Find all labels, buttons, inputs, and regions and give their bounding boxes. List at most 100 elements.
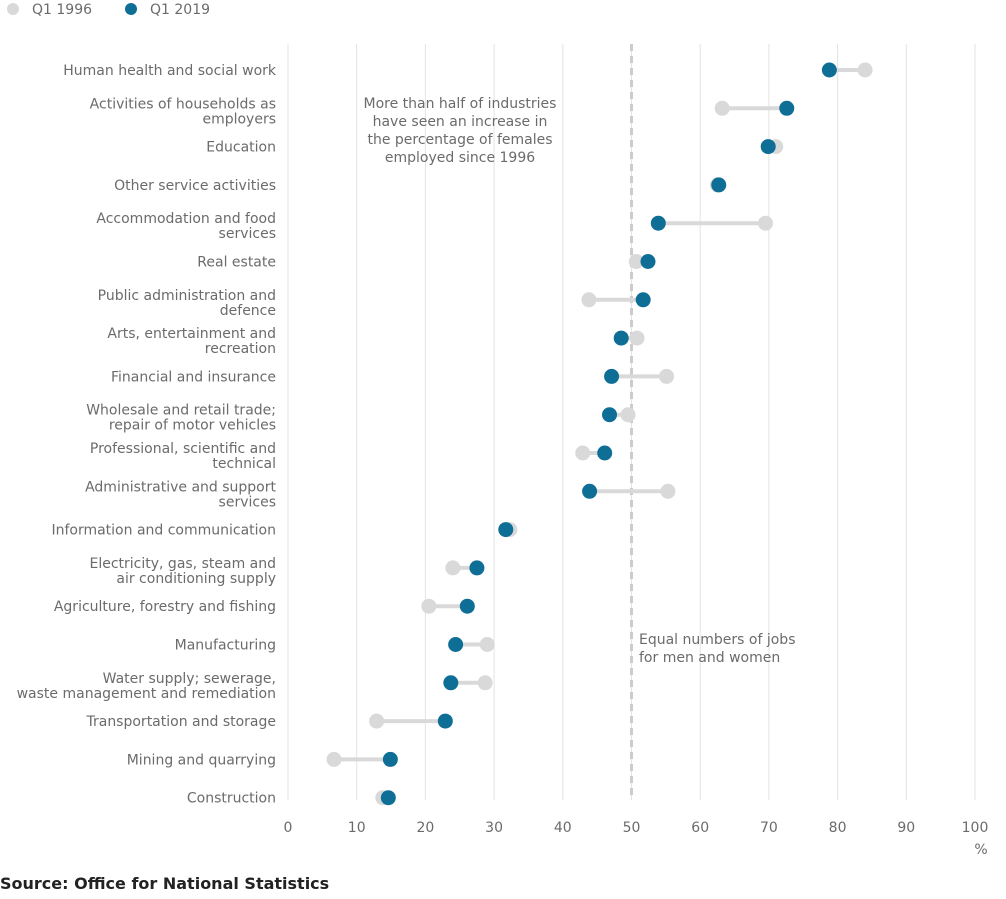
legend: Q1 1996 Q1 2019	[7, 2, 210, 18]
annotation-line: employed since 1996	[385, 150, 535, 166]
point-2019-18	[382, 751, 398, 767]
category-label-line: Water supply; sewerage,	[103, 671, 276, 687]
point-2019-8	[604, 368, 620, 384]
category-label-line: services	[219, 226, 276, 242]
point-2019-1	[779, 100, 795, 116]
x-tick-100: 100	[962, 820, 989, 836]
category-label-line: repair of motor vehicles	[109, 418, 276, 434]
x-tick-30: 30	[485, 820, 503, 836]
point-2019-6	[635, 292, 651, 308]
category-label-line: Activities of households as	[90, 96, 276, 112]
point-2019-2	[760, 139, 776, 155]
annotation-line: Equal numbers of jobs	[639, 632, 796, 648]
point-1996-9	[620, 407, 636, 423]
point-1996-17	[369, 713, 385, 729]
category-label-line: defence	[220, 303, 276, 319]
point-2019-3	[711, 177, 727, 193]
category-label-line: Electricity, gas, steam and	[89, 556, 276, 572]
category-label-11: Administrative and support services	[85, 479, 276, 510]
category-label-16: Water supply; sewerage, waste management …	[17, 671, 276, 702]
point-1996-14	[421, 598, 437, 614]
category-label-line: recreation	[205, 341, 276, 357]
point-2019-4	[650, 215, 666, 231]
legend-marker-2	[125, 3, 137, 15]
point-1996-15	[479, 637, 495, 652]
category-label-15: Manufacturing	[175, 638, 276, 654]
category-label-17: Transportation and storage	[85, 714, 276, 730]
category-label-2: Education	[206, 140, 276, 156]
category-label-7: Arts, entertainment and recreation	[107, 326, 276, 357]
category-label-6: Public administration and defence	[98, 288, 276, 319]
dumbbell-chart: Q1 1996 Q1 2019 Human health and social w…	[7, 2, 989, 858]
annotation-equal-jobs: Equal numbers of jobs for men and women	[639, 632, 796, 666]
point-1996-13	[445, 560, 461, 576]
x-tick-0: 0	[284, 820, 293, 836]
point-1996-10	[575, 445, 591, 461]
legend-label-1: Q1 1996	[32, 2, 92, 18]
point-2019-9	[602, 407, 618, 423]
category-label-14: Agriculture, forestry and fishing	[54, 599, 276, 615]
point-1996-0	[857, 62, 873, 78]
category-label-0: Human health and social work	[63, 63, 277, 79]
category-label-line: Arts, entertainment and	[107, 326, 276, 342]
data-points	[326, 62, 873, 806]
x-tick-50: 50	[623, 820, 641, 836]
category-label-8: Financial and insurance	[111, 369, 276, 385]
x-tick-60: 60	[691, 820, 709, 836]
category-label-line: air conditioning supply	[116, 571, 276, 587]
point-2019-10	[597, 445, 613, 461]
category-label-19: Construction	[187, 791, 276, 807]
point-2019-13	[469, 560, 485, 576]
category-label-line: employers	[202, 111, 276, 127]
source-note: Source: Office for National Statistics	[0, 874, 330, 893]
category-label-12: Information and communication	[51, 523, 276, 539]
point-1996-8	[659, 368, 675, 384]
point-1996-1	[714, 100, 730, 116]
x-axis-unit: %	[974, 842, 987, 858]
annotation-line: More than half of industries	[364, 96, 557, 112]
category-label-1: Activities of households as employers	[90, 96, 276, 127]
legend-marker-1	[7, 3, 19, 15]
point-2019-7	[613, 330, 629, 346]
category-label-line: Administrative and support	[85, 479, 276, 495]
point-2019-17	[437, 713, 453, 729]
annotations: More than half of industries have seen an…	[364, 96, 796, 666]
x-tick-80: 80	[829, 820, 847, 836]
point-1996-6	[581, 292, 597, 308]
point-1996-16	[477, 675, 493, 691]
x-tick-20: 20	[416, 820, 434, 836]
point-1996-7	[629, 330, 645, 346]
category-label-line: Wholesale and retail trade;	[86, 403, 276, 419]
point-2019-15	[448, 637, 464, 652]
x-tick-10: 10	[348, 820, 366, 836]
point-2019-5	[640, 254, 656, 269]
point-2019-11	[582, 483, 598, 499]
annotation-increase: More than half of industries have seen an…	[364, 96, 557, 166]
legend-label-2: Q1 2019	[150, 2, 210, 18]
x-tick-40: 40	[554, 820, 572, 836]
x-axis-ticks: 0 10 20 30 40 50 60 70 80 90 100%	[284, 820, 989, 858]
category-label-line: Accommodation and food	[96, 211, 276, 227]
annotation-line: the percentage of females	[367, 132, 552, 148]
connectors	[334, 68, 866, 800]
point-2019-16	[443, 675, 459, 691]
x-tick-70: 70	[760, 820, 778, 836]
annotation-line: for men and women	[639, 650, 780, 666]
category-label-5: Real estate	[197, 255, 276, 271]
point-2019-19	[380, 790, 396, 806]
category-label-line: Public administration and	[98, 288, 276, 304]
category-label-line: Professional, scientific and	[90, 441, 276, 457]
point-1996-4	[757, 215, 773, 231]
point-1996-5	[628, 254, 644, 269]
category-label-10: Professional, scientific and technical	[90, 441, 276, 472]
category-label-4: Accommodation and food services	[96, 211, 276, 242]
point-1996-11	[660, 483, 676, 499]
category-label-3: Other service activities	[114, 178, 276, 194]
category-label-line: technical	[212, 456, 276, 472]
category-label-9: Wholesale and retail trade; repair of mot…	[86, 403, 276, 434]
category-label-line: waste management and remediation	[17, 686, 276, 702]
x-tick-90: 90	[897, 820, 915, 836]
category-label-13: Electricity, gas, steam and air condition…	[89, 556, 276, 587]
point-2019-12	[498, 522, 514, 538]
category-label-18: Mining and quarrying	[127, 752, 276, 768]
